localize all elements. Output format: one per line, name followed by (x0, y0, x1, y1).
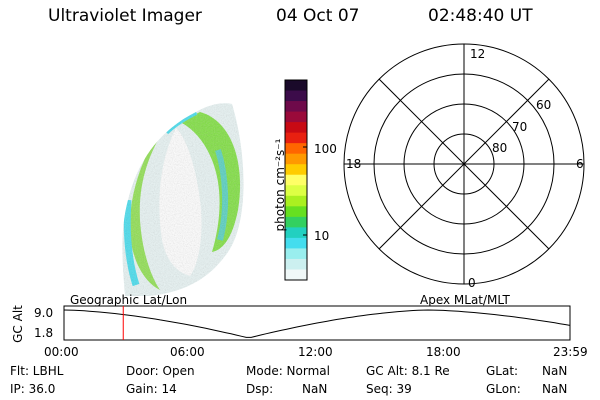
orbit-altitude-curve (63, 309, 571, 338)
colorbar-swatch (285, 143, 307, 155)
status-gain: Gain: 14 (126, 382, 177, 396)
orbit-left-caption: Geographic Lat/Lon (70, 293, 188, 307)
status-door: Door: Open (126, 364, 195, 378)
colorbar-swatch (285, 101, 307, 113)
colorbar-swatch (285, 237, 307, 249)
colorbar-swatch (285, 174, 307, 186)
status-seq: Seq: 39 (366, 382, 412, 396)
status-mode: Mode: Normal (246, 364, 330, 378)
colorbar-swatch (285, 227, 307, 239)
colorbar-swatch (285, 258, 307, 270)
status-filter: Flt: LBHL (10, 364, 64, 378)
colorbar-swatch (285, 248, 307, 260)
mlt-label-18: 18 (346, 157, 362, 171)
observation-time: 02:48:40 UT (428, 6, 533, 26)
mlt-label-6: 6 (576, 157, 584, 171)
colorbar-swatch (285, 80, 307, 92)
orbit-y-tick-bottom: 1.8 (34, 326, 54, 340)
status-gc-alt: GC Alt: 8.1 Re (366, 364, 450, 378)
colorbar-swatch (285, 111, 307, 123)
colorbar-swatch (285, 185, 307, 197)
status-glon-label: GLon: (486, 382, 521, 396)
colorbar-swatch (285, 206, 307, 218)
status-dsp-value: NaN (302, 382, 328, 396)
orbit-y-tick-top: 9.0 (34, 306, 54, 320)
colorbar-frame (284, 79, 308, 281)
observation-date: 04 Oct 07 (276, 6, 360, 26)
colorbar-swatch (285, 195, 307, 207)
orbit-x-tick-1800: 18:00 (426, 345, 461, 359)
colorbar-swatch (285, 269, 307, 281)
orbit-x-tick-0600: 06:00 (170, 345, 205, 359)
orbit-y-axis-title: GC Alt (11, 305, 25, 343)
status-ip: IP: 36.0 (10, 382, 56, 396)
instrument-title: Ultraviolet Imager (48, 6, 202, 26)
colorbar-tick-100: 100 (314, 142, 337, 156)
status-dsp-label: Dsp: (246, 382, 274, 396)
status-glat-value: NaN (542, 364, 568, 378)
status-glat-label: GLat: (486, 364, 519, 378)
colorbar-swatch (285, 122, 307, 134)
colorbar-swatch (285, 153, 307, 165)
colorbar-swatch (285, 132, 307, 144)
lat-label-80: 80 (492, 141, 508, 155)
orbit-x-tick-1200: 12:00 (298, 345, 333, 359)
colorbar-swatch (285, 216, 307, 228)
colorbar-tick-10: 10 (314, 229, 330, 243)
mlt-label-12: 12 (470, 47, 486, 61)
lat-label-60: 60 (536, 98, 552, 112)
orbit-plot-frame (63, 305, 571, 341)
colorbar-swatch (285, 90, 307, 102)
orbit-x-tick-0000: 00:00 (44, 345, 79, 359)
status-glon-value: NaN (542, 382, 568, 396)
orbit-x-tick-2359: 23:59 (553, 345, 588, 359)
lat-label-70: 70 (512, 120, 528, 134)
orbit-right-caption: Apex MLat/MLT (420, 293, 510, 307)
colorbar-swatch (285, 164, 307, 176)
mlt-label-0: 0 (468, 276, 476, 290)
